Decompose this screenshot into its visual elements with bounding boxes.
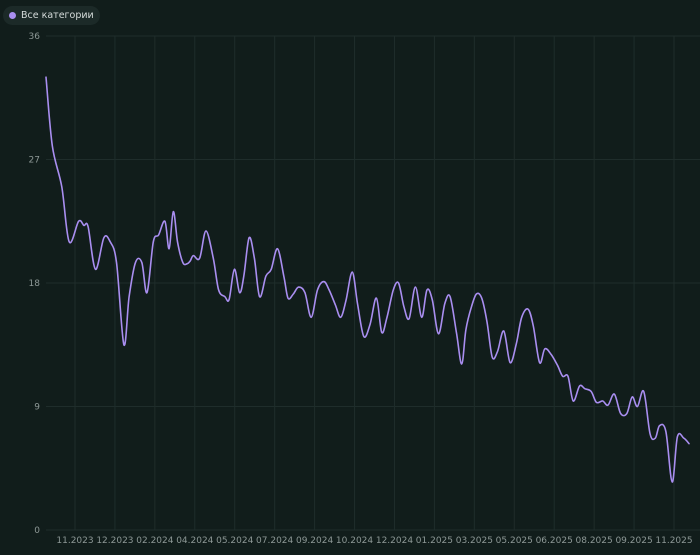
x-tick-label: 08.2025 bbox=[576, 536, 613, 546]
x-tick-label: 02.2024 bbox=[136, 536, 173, 546]
legend-dot-icon bbox=[9, 12, 16, 19]
x-tick-label: 11.2023 bbox=[56, 536, 93, 546]
series-line-all-categories[interactable] bbox=[45, 76, 690, 483]
legend-chip[interactable]: Все категории bbox=[3, 6, 100, 25]
y-tick-label: 0 bbox=[34, 526, 40, 536]
x-tick-label: 07.2024 bbox=[256, 536, 293, 546]
x-tick-label: 05.2025 bbox=[496, 536, 533, 546]
x-tick-label: 09.2024 bbox=[296, 536, 333, 546]
y-tick-label: 27 bbox=[29, 156, 40, 166]
x-tick-label: 03.2025 bbox=[456, 536, 493, 546]
y-tick-label: 18 bbox=[29, 279, 41, 289]
x-tick-label: 06.2025 bbox=[536, 536, 573, 546]
x-tick-label: 12.2024 bbox=[376, 536, 413, 546]
x-tick-label: 05.2024 bbox=[216, 536, 253, 546]
x-tick-label: 12.2023 bbox=[96, 536, 133, 546]
x-tick-label: 01.2025 bbox=[416, 536, 453, 546]
x-axis-ticks: 11.2023 12.2023 02.2024 04.2024 05.2024 07.20… bbox=[56, 536, 692, 546]
y-axis-ticks: 0 9 18 27 36 bbox=[29, 32, 41, 536]
y-tick-label: 36 bbox=[29, 32, 41, 42]
x-tick-label: 11.2025 bbox=[655, 536, 692, 546]
y-tick-label: 9 bbox=[34, 403, 40, 413]
x-tick-label: 09.2025 bbox=[615, 536, 652, 546]
legend-label: Все категории bbox=[21, 10, 94, 21]
x-tick-label: 10.2024 bbox=[336, 536, 373, 546]
x-tick-label: 04.2024 bbox=[176, 536, 213, 546]
